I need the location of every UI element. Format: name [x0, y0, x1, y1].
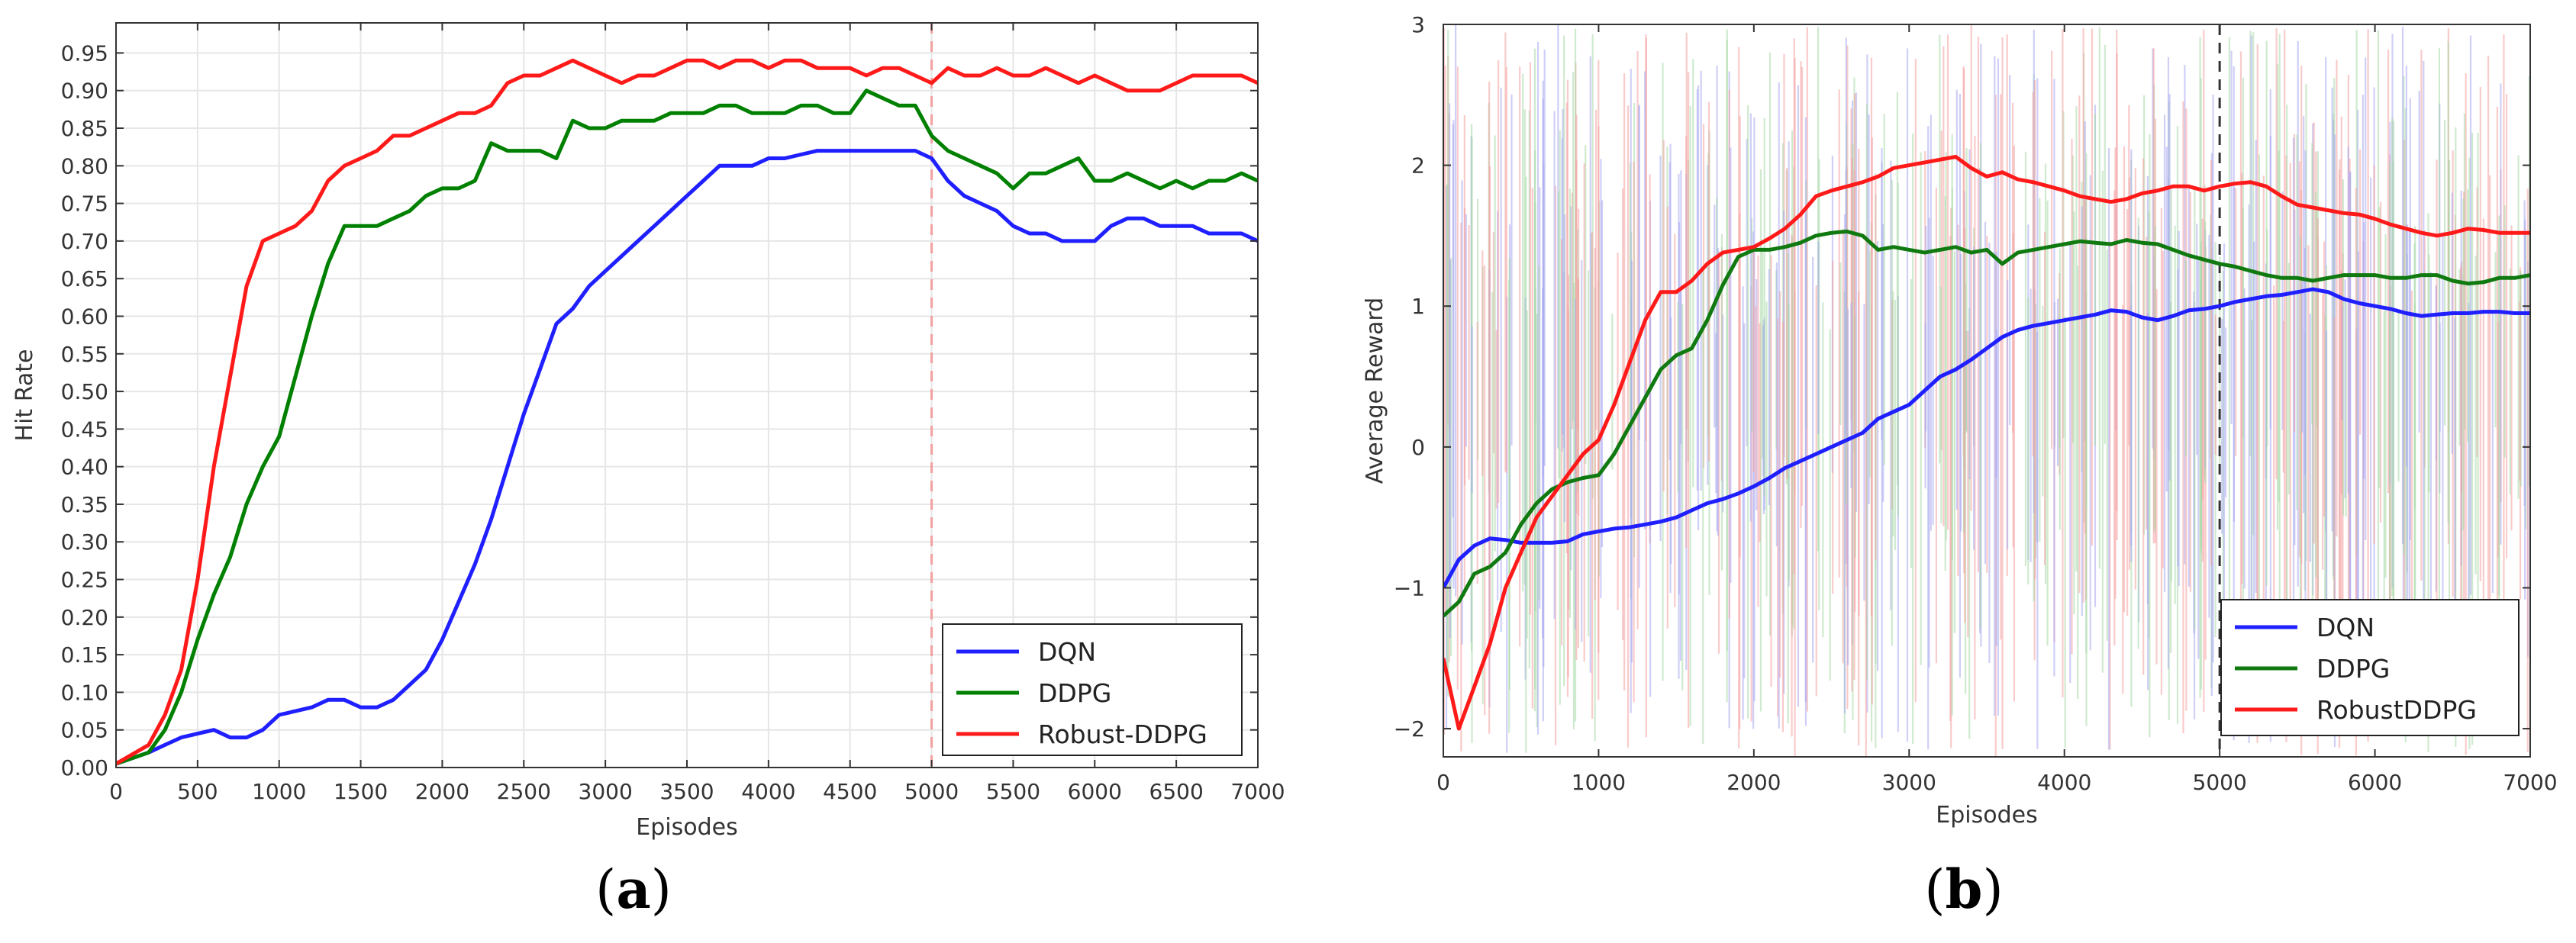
series-group — [114, 58, 1259, 766]
y-tick-label: 0.75 — [61, 191, 108, 217]
y-tick-label: 0.90 — [61, 79, 108, 104]
hit-rate-chart: 0 500 1000 1500 2000 2500 3000 3500 4000 4500 5000… — [11, 22, 1285, 921]
y-tick-label: 0.25 — [61, 568, 108, 593]
legend: DQN DDPG RobustDDPG — [2220, 599, 2520, 736]
x-tick-label: 1000 — [1572, 770, 1626, 795]
y-tick-label: 0.60 — [61, 304, 108, 329]
y-tick-label: 0.70 — [61, 229, 108, 254]
x-tick-labels: 0 1000 2000 3000 4000 5000 6000 7000 — [1436, 24, 2558, 795]
x-axis-label: Episodes — [1936, 802, 2037, 829]
y-tick-label: 0.80 — [61, 153, 108, 179]
series-group — [1443, 155, 2530, 731]
series-line-dqn — [115, 149, 1259, 766]
x-tick-label: 4000 — [741, 779, 795, 804]
y-tick-label: −1 — [1394, 575, 1425, 600]
caption-open: ( — [595, 858, 616, 921]
y-tick-label: 3 — [1411, 12, 1425, 37]
y-tick-label: 0.65 — [61, 266, 108, 291]
x-tick-label: 7000 — [1230, 779, 1285, 804]
series-line-ddpg — [1443, 229, 2530, 618]
x-tick-label: 2000 — [415, 779, 469, 804]
y-tick-label: 0.40 — [61, 455, 108, 480]
caption-open: ( — [1924, 858, 1945, 921]
x-tick-labels: 0 500 1000 1500 2000 2500 3000 3500 4000 4500 5000… — [109, 23, 1285, 804]
y-axis-label: Hit Rate — [11, 349, 38, 442]
x-tick-label: 5000 — [904, 779, 959, 804]
legend-label: DDPG — [1038, 678, 1111, 708]
x-tick-label: 5000 — [2193, 770, 2247, 795]
y-tick-label: 1 — [1411, 294, 1425, 319]
x-tick-label: 2500 — [497, 779, 551, 804]
y-tick-label: 0.95 — [61, 40, 108, 66]
y-tick-label: 0.15 — [61, 642, 108, 668]
series-line-robustddpg — [1443, 155, 2530, 731]
y-tick-label: 0.35 — [61, 492, 108, 517]
x-tick-label: 4500 — [823, 779, 877, 804]
x-tick-label: 500 — [177, 779, 218, 804]
x-tick-label: 6000 — [2348, 770, 2402, 795]
caption-letter: a — [616, 858, 650, 921]
legend-label: DDPG — [2316, 654, 2390, 684]
series-line-robust-ddpg — [114, 58, 1259, 766]
legend-label: DQN — [1038, 637, 1096, 667]
x-tick-label: 1000 — [252, 779, 306, 804]
legend-label: Robust-DDPG — [1038, 719, 1207, 749]
y-axis-label: Average Reward — [1362, 298, 1388, 484]
x-tick-label: 4000 — [2037, 770, 2091, 795]
y-tick-label: 0.05 — [61, 718, 108, 743]
noise-band — [1443, 24, 2530, 757]
y-tick-label: 0.10 — [61, 680, 108, 705]
legend-label: RobustDDPG — [2316, 695, 2477, 725]
x-tick-label: 6000 — [1068, 779, 1122, 804]
average-reward-chart: 0 1000 2000 3000 4000 5000 6000 7000 −2 −1 0 1 2 3 E… — [1362, 12, 2558, 921]
plot-frame — [1443, 24, 2531, 758]
y-tick-labels: −2 −1 0 1 2 3 — [1394, 12, 2530, 742]
x-tick-label: 3000 — [1882, 770, 1936, 795]
x-axis-label: Episodes — [636, 814, 737, 841]
x-tick-label: 7000 — [2503, 770, 2557, 795]
x-tick-label: 5500 — [986, 779, 1040, 804]
grid — [115, 23, 1259, 768]
x-tick-label: 0 — [1436, 770, 1450, 795]
x-tick-label: 2000 — [1726, 770, 1781, 795]
y-tick-label: −2 — [1394, 716, 1425, 742]
y-tick-label: 0.45 — [61, 417, 108, 442]
caption-letter: b — [1946, 858, 1983, 921]
series-line-dqn — [1443, 287, 2530, 589]
y-tick-label: 0.85 — [61, 116, 108, 141]
y-tick-label: 0 — [1411, 435, 1425, 460]
x-tick-label: 3000 — [579, 779, 633, 804]
y-tick-label: 0.50 — [61, 379, 108, 404]
x-tick-label: 0 — [109, 779, 123, 804]
legend-label: DQN — [2316, 613, 2374, 642]
y-tick-label: 0.55 — [61, 342, 108, 367]
series-line-ddpg — [115, 89, 1259, 766]
caption-close: ) — [651, 858, 672, 921]
legend: DQN DDPG Robust-DDPG — [942, 623, 1243, 756]
panel-caption: (b) — [1924, 858, 2004, 921]
caption-close: ) — [1982, 858, 2003, 921]
y-tick-labels: 0.00 0.05 0.10 0.15 0.20 0.25 0.30 0.35 0.40 0.45… — [61, 40, 1258, 780]
x-tick-label: 6500 — [1149, 779, 1204, 804]
x-tick-label: 3500 — [659, 779, 714, 804]
y-tick-label: 0.00 — [61, 755, 108, 780]
y-tick-label: 2 — [1411, 153, 1425, 179]
x-tick-label: 1500 — [334, 779, 388, 804]
y-tick-label: 0.30 — [61, 529, 108, 555]
y-tick-label: 0.20 — [61, 605, 108, 630]
panel-caption: (a) — [595, 858, 672, 921]
